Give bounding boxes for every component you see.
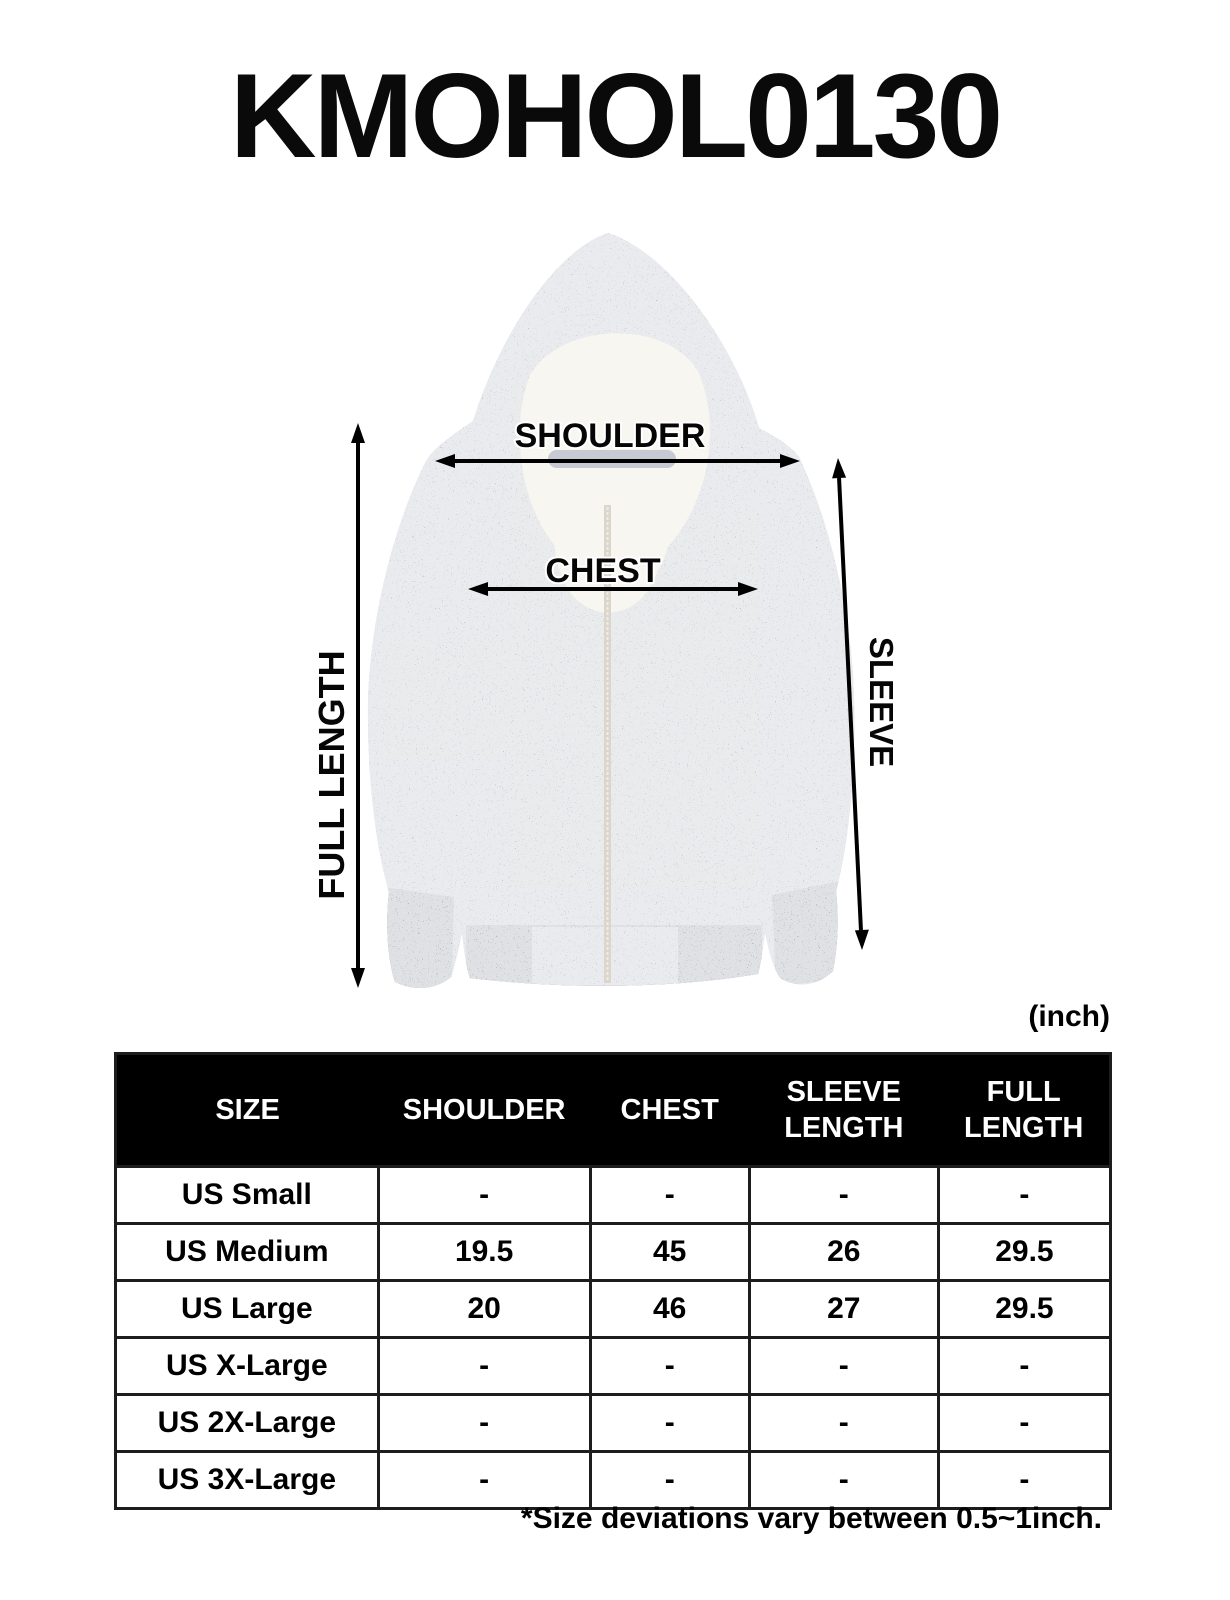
value-cell: - (747, 1450, 940, 1510)
col-header-full-length: FULL LENGTH (938, 1053, 1111, 1167)
size-cell: US X-Large (114, 1336, 380, 1396)
value-cell: - (936, 1336, 1113, 1396)
full-length-label: FULL LENGTH (311, 650, 352, 899)
value-cell: - (747, 1165, 940, 1225)
value-cell: 45 (588, 1222, 751, 1282)
table-row-us-x-large: US X-Large - - - - (114, 1336, 1113, 1396)
table-row-us-medium: US Medium 19.5 45 26 29.5 (114, 1222, 1113, 1282)
table-row-us-3x-large: US 3X-Large - - - - (114, 1450, 1113, 1510)
value-cell: - (588, 1393, 751, 1453)
size-cell: US Medium (114, 1222, 380, 1282)
value-cell: 26 (747, 1222, 940, 1282)
unit-label: (inch) (1028, 1000, 1110, 1033)
chest-label: CHEST (545, 552, 660, 590)
size-deviation-note: *Size deviations vary between 0.5~1inch. (520, 1502, 1102, 1535)
value-cell: - (936, 1165, 1113, 1225)
col-header-shoulder: SHOULDER (378, 1053, 591, 1167)
shoulder-arrow (435, 454, 800, 468)
size-cell: US 3X-Large (114, 1450, 380, 1510)
table-row-us-small: US Small - - - - (114, 1165, 1113, 1225)
value-cell: - (747, 1336, 940, 1396)
value-cell: - (376, 1393, 592, 1453)
sleeve-arrow (832, 458, 869, 950)
value-cell: 20 (376, 1279, 592, 1339)
measurement-annotations: SHOULDER CHEST FULL LENGTH SLEEVE (309, 415, 902, 988)
value-cell: - (376, 1450, 592, 1510)
value-cell: - (588, 1165, 751, 1225)
value-cell: 27 (747, 1279, 940, 1339)
value-cell: - (376, 1336, 592, 1396)
col-header-size: SIZE (115, 1053, 379, 1167)
garment-measurement-diagram: SHOULDER CHEST FULL LENGTH SLEEVE (309, 233, 902, 989)
value-cell: 19.5 (376, 1222, 592, 1282)
value-cell: 46 (588, 1279, 751, 1339)
sleeve-label: SLEEVE (863, 637, 900, 767)
value-cell: 29.5 (936, 1279, 1113, 1339)
value-cell: - (588, 1336, 751, 1396)
value-cell: - (936, 1393, 1113, 1453)
chest-arrow (468, 582, 758, 596)
size-cell: US 2X-Large (114, 1393, 380, 1453)
value-cell: 29.5 (936, 1222, 1113, 1282)
header-row: SIZE SHOULDER CHEST SLEEVE LENGTH FULL L… (115, 1053, 1111, 1167)
value-cell: - (747, 1393, 940, 1453)
col-header-sleeve-length: SLEEVE LENGTH (749, 1053, 939, 1167)
page-title: KMOHOL0130 (229, 49, 1003, 183)
shoulder-label: SHOULDER (515, 417, 706, 455)
table-row-us-large: US Large 20 46 27 29.5 (114, 1279, 1113, 1339)
value-cell: - (936, 1450, 1113, 1510)
value-cell: - (376, 1165, 592, 1225)
col-header-chest: CHEST (590, 1053, 750, 1167)
size-chart-table: SIZE SHOULDER CHEST SLEEVE LENGTH FULL L… (114, 1052, 1113, 1510)
size-cell: US Large (114, 1279, 380, 1339)
size-cell: US Small (114, 1165, 380, 1225)
hoodie-illustration (367, 233, 855, 989)
full-length-arrow (351, 423, 365, 988)
value-cell: - (588, 1450, 751, 1510)
table-row-us-2x-large: US 2X-Large - - - - (114, 1393, 1113, 1453)
